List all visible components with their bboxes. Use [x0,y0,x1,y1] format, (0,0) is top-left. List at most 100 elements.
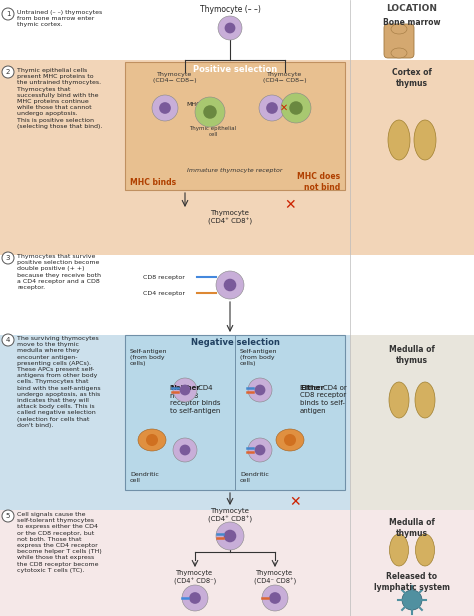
Circle shape [248,438,272,462]
Bar [350,255,474,335]
Text: LOCATION: LOCATION [386,4,438,13]
Text: Thymic epithelial
cell: Thymic epithelial cell [190,126,237,137]
Text: Either CD4 or
CD8 receptor
binds to self-
antigen: Either CD4 or CD8 receptor binds to self… [300,385,347,413]
Circle shape [195,97,225,127]
Text: 4: 4 [6,337,10,343]
Text: Medulla of
thymus: Medulla of thymus [389,518,435,538]
Text: Neither CD4
nor CD8
receptor binds
to self-antigen: Neither CD4 nor CD8 receptor binds to se… [170,385,220,413]
Circle shape [216,271,244,299]
Text: Medulla of
thymus: Medulla of thymus [389,345,435,365]
Ellipse shape [389,382,409,418]
Text: 2: 2 [6,69,10,75]
Text: Dendritic
cell: Dendritic cell [130,472,159,483]
Circle shape [216,522,244,550]
Circle shape [225,23,236,33]
Bar [0,255,474,335]
Text: Untrained (– –) thymocytes
from bone marrow enter
thymic cortex.: Untrained (– –) thymocytes from bone mar… [17,10,102,27]
Text: Thymocyte
(CD4⁺ CD8⁺): Thymocyte (CD4⁺ CD8⁺) [208,508,252,523]
Ellipse shape [415,382,435,418]
Text: Bone marrow: Bone marrow [383,18,441,27]
Ellipse shape [276,429,304,451]
Circle shape [248,378,272,402]
Text: Positive selection: Positive selection [193,65,277,74]
Ellipse shape [391,24,407,34]
Text: 3: 3 [6,255,10,261]
Text: MHC does
not bind: MHC does not bind [297,172,340,192]
Text: Thymocytes that survive
positive selection become
double positive (+ +)
because : Thymocytes that survive positive selecti… [17,254,101,290]
Text: Immature thymocyte receptor: Immature thymocyte receptor [187,168,283,173]
Text: ✕: ✕ [280,103,288,113]
Bar [350,510,474,616]
Circle shape [255,445,265,455]
Circle shape [173,438,197,462]
Text: Thymic epithelial cells
present MHC proteins to
the untrained thymocytes.
Thymoc: Thymic epithelial cells present MHC prot… [17,68,102,129]
Text: Thymocyte
(CD4− CD8−): Thymocyte (CD4− CD8−) [153,72,197,83]
Text: Self-antigen
(from body
cells): Self-antigen (from body cells) [240,349,277,367]
Circle shape [159,102,171,114]
Circle shape [2,334,14,346]
Text: Thymocyte
(CD4⁺ CD8⁻): Thymocyte (CD4⁺ CD8⁻) [174,570,216,585]
Bar [125,62,345,190]
Ellipse shape [391,48,407,58]
Bar [350,335,474,510]
Bar [125,335,345,490]
Circle shape [180,445,191,455]
Circle shape [173,378,197,402]
Circle shape [2,252,14,264]
Ellipse shape [414,120,436,160]
Bar [0,60,474,255]
Circle shape [224,530,237,542]
Circle shape [180,384,191,395]
Circle shape [224,278,237,291]
Text: MHC: MHC [186,102,201,108]
Text: Either: Either [300,385,324,391]
Ellipse shape [138,429,166,451]
Circle shape [402,590,422,610]
Circle shape [218,16,242,40]
Circle shape [289,101,303,115]
Text: Cortex of
thymus: Cortex of thymus [392,68,432,88]
Circle shape [284,434,296,446]
Bar [0,0,474,60]
Bar [350,60,474,255]
Bar [0,510,474,616]
Circle shape [255,384,265,395]
Circle shape [189,592,201,604]
Text: Self-antigen
(from body
cells): Self-antigen (from body cells) [130,349,167,367]
Circle shape [262,585,288,611]
Text: Thymocyte
(CD4⁻ CD8⁺): Thymocyte (CD4⁻ CD8⁺) [254,570,296,585]
Ellipse shape [388,120,410,160]
Circle shape [269,592,281,604]
FancyBboxPatch shape [384,24,414,58]
Circle shape [259,95,285,121]
Text: CD8 receptor: CD8 receptor [143,275,185,280]
Text: Neither: Neither [170,385,200,391]
Text: Thymocyte (– –): Thymocyte (– –) [200,5,260,14]
Circle shape [2,8,14,20]
Text: ✕: ✕ [289,495,301,509]
Text: 1: 1 [6,11,10,17]
Circle shape [281,93,311,123]
Circle shape [203,105,217,119]
Text: Released to
lymphatic system: Released to lymphatic system [374,572,450,592]
Circle shape [152,95,178,121]
Bar [0,335,474,510]
Bar [350,0,474,60]
Circle shape [2,66,14,78]
Text: 5: 5 [6,513,10,519]
Circle shape [2,510,14,522]
Text: ✕: ✕ [284,198,296,212]
Text: CD4 receptor: CD4 receptor [143,291,185,296]
Text: MHC binds: MHC binds [130,178,176,187]
Text: Negative selection: Negative selection [191,338,280,347]
Ellipse shape [416,534,435,566]
Circle shape [182,585,208,611]
Text: Thymocyte
(CD4⁺ CD8⁺): Thymocyte (CD4⁺ CD8⁺) [208,210,252,225]
Ellipse shape [390,534,409,566]
Circle shape [146,434,158,446]
Text: Cell signals cause the
self-tolerant thymocytes
to express either the CD4
or the: Cell signals cause the self-tolerant thy… [17,512,102,573]
Text: The surviving thymocytes
move to the thymic
medulla where they
encounter antigen: The surviving thymocytes move to the thy… [17,336,100,428]
Circle shape [266,102,278,114]
Text: Thymocyte
(CD4− CD8−): Thymocyte (CD4− CD8−) [263,72,307,83]
Text: Dendritic
cell: Dendritic cell [240,472,269,483]
